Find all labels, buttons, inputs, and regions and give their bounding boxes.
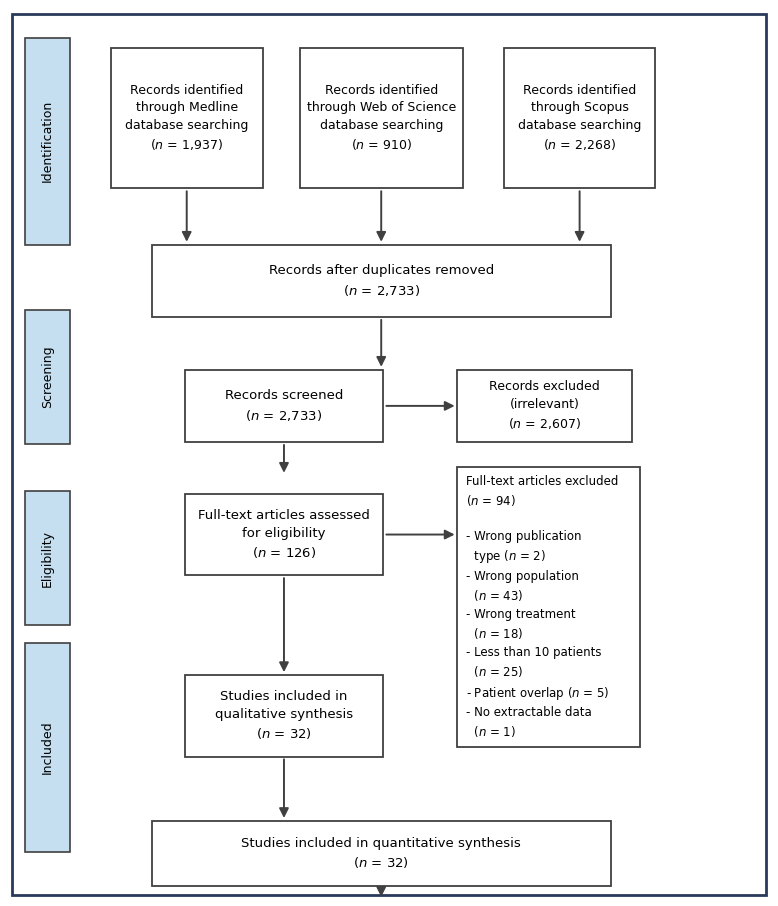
FancyBboxPatch shape <box>457 370 632 442</box>
Text: Identification: Identification <box>41 101 54 182</box>
Text: Eligibility: Eligibility <box>41 530 54 586</box>
FancyBboxPatch shape <box>25 38 70 245</box>
Text: Screening: Screening <box>41 345 54 409</box>
Text: Records after duplicates removed
($n$ = 2,733): Records after duplicates removed ($n$ = … <box>268 265 494 297</box>
FancyBboxPatch shape <box>184 370 383 442</box>
FancyBboxPatch shape <box>152 821 611 886</box>
FancyBboxPatch shape <box>457 467 640 747</box>
FancyBboxPatch shape <box>110 47 263 188</box>
Text: Records identified
through Scopus
database searching
($n$ = 2,268): Records identified through Scopus databa… <box>518 83 641 152</box>
Text: Records identified
through Web of Science
database searching
($n$ = 910): Records identified through Web of Scienc… <box>307 83 456 152</box>
FancyBboxPatch shape <box>25 643 70 852</box>
Text: Records screened
($n$ = 2,733): Records screened ($n$ = 2,733) <box>225 390 343 422</box>
Text: Records identified
through Medline
database searching
($n$ = 1,937): Records identified through Medline datab… <box>125 83 248 152</box>
Text: Full-text articles assessed
for eligibility
($n$ = 126): Full-text articles assessed for eligibil… <box>198 509 370 560</box>
FancyBboxPatch shape <box>184 675 383 757</box>
Text: Full-text articles excluded
($n$ = 94)

- Wrong publication
  type ($n$ = 2)
- W: Full-text articles excluded ($n$ = 94) -… <box>466 475 619 739</box>
FancyBboxPatch shape <box>152 245 611 317</box>
FancyBboxPatch shape <box>300 47 463 188</box>
FancyBboxPatch shape <box>25 310 70 444</box>
Text: Included: Included <box>41 720 54 775</box>
Text: Studies included in
qualitative synthesis
($n$ = 32): Studies included in qualitative synthesi… <box>215 690 353 741</box>
Text: Records excluded
(irrelevant)
($n$ = 2,607): Records excluded (irrelevant) ($n$ = 2,6… <box>489 381 600 431</box>
FancyBboxPatch shape <box>12 14 766 895</box>
FancyBboxPatch shape <box>504 47 655 188</box>
FancyBboxPatch shape <box>25 491 70 625</box>
Text: Studies included in quantitative synthesis
($n$ = 32): Studies included in quantitative synthes… <box>241 837 521 870</box>
FancyBboxPatch shape <box>184 494 383 575</box>
